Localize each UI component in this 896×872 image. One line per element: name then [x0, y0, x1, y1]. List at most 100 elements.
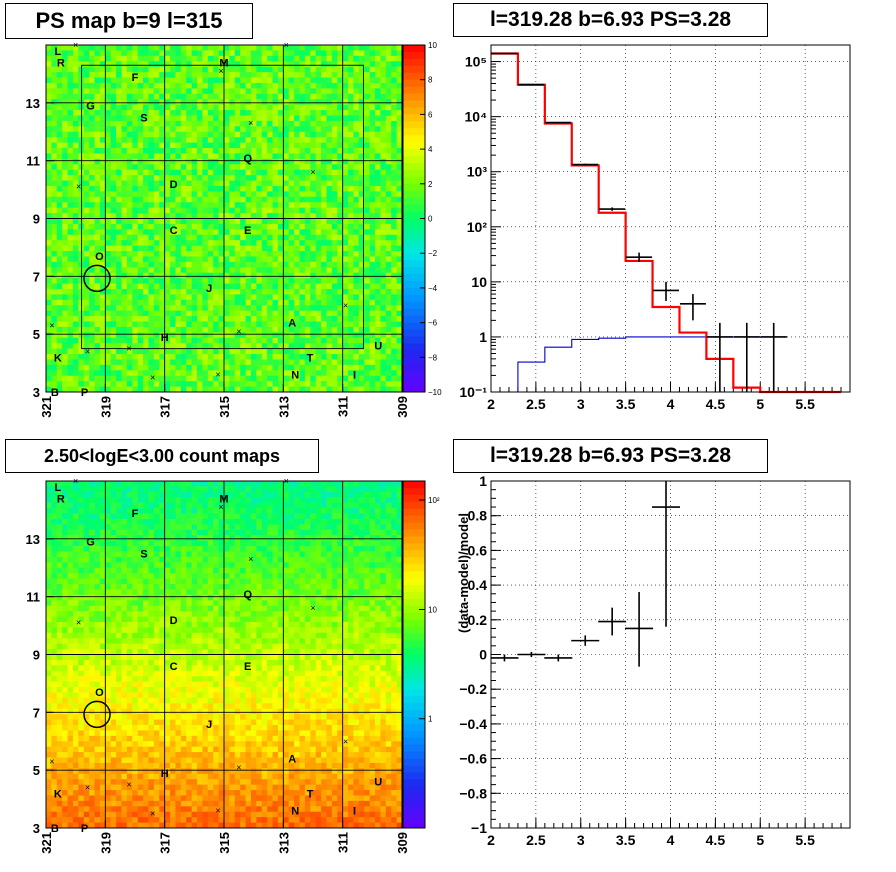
- psmap-pixel: [321, 45, 327, 51]
- psmap-pixel: [224, 126, 230, 133]
- psmap-pixel: [267, 202, 273, 209]
- psmap-pixel: [159, 104, 166, 111]
- psmap-pixel: [380, 55, 387, 62]
- psmap-pixel: [321, 72, 327, 78]
- psmap-pixel: [283, 202, 290, 209]
- psmap-pixel: [62, 343, 68, 350]
- psmap-pixel: [121, 88, 128, 95]
- psmap-pixel: [229, 310, 236, 317]
- psmap-pixel: [304, 104, 311, 111]
- psmap-pixel: [83, 348, 90, 355]
- psmap-pixel: [148, 375, 155, 382]
- psmap-pixel: [250, 82, 257, 89]
- psmap-pixel: [137, 104, 144, 111]
- psmap-pixel: [304, 148, 311, 154]
- countmap-pixel: [51, 659, 58, 666]
- psmap-pixel: [207, 326, 214, 333]
- psmap-pixel: [337, 153, 344, 160]
- psmap-pixel: [277, 82, 284, 89]
- psmap-pixel: [277, 213, 284, 219]
- psmap-pixel: [116, 142, 122, 149]
- psmap-source-marker: ×: [310, 167, 315, 177]
- psmap-pixel: [186, 326, 193, 333]
- psmap-pixel: [261, 115, 268, 122]
- psmap-pixel: [358, 88, 365, 95]
- psmap-pixel: [218, 229, 225, 236]
- psmap-pixel: [143, 93, 149, 100]
- countmap-pixel: [78, 724, 85, 731]
- psmap-pixel: [304, 50, 311, 57]
- psmap-pixel: [267, 66, 273, 73]
- countmap-pixel: [78, 741, 85, 748]
- psmap-pixel: [191, 164, 198, 171]
- psmap-pixel: [191, 261, 198, 268]
- psmap-pixel: [369, 283, 376, 290]
- psmap-pixel: [72, 45, 79, 51]
- countmap-pixel: [78, 817, 85, 823]
- psmap-pixel: [364, 386, 371, 393]
- psmap-pixel: [89, 72, 95, 78]
- psmap-pixel: [277, 321, 284, 328]
- psmap-pixel: [67, 82, 74, 89]
- psmap-pixel: [56, 223, 63, 230]
- psmap-pixel: [261, 299, 268, 306]
- psmap-pixel: [229, 137, 236, 143]
- psmap-pixel: [202, 370, 209, 377]
- psmap-pixel: [315, 283, 322, 290]
- psmap-pixel: [391, 354, 397, 360]
- countmap-pixel: [51, 800, 58, 807]
- psmap-pixel: [321, 283, 327, 290]
- psmap-pixel: [89, 272, 95, 279]
- psmap-pixel: [326, 61, 333, 68]
- countmap-pixel: [72, 746, 79, 753]
- psmap-pixel: [67, 61, 74, 68]
- psmap-pixel: [229, 66, 236, 73]
- psmap-pixel: [94, 202, 101, 209]
- psmap-pixel: [283, 131, 290, 138]
- psmap-pixel: [148, 77, 155, 84]
- psmap-pixel: [250, 272, 257, 279]
- psmap-pixel: [180, 61, 187, 68]
- psmap-pixel: [46, 218, 52, 225]
- countmap-pixel: [46, 491, 52, 498]
- psmap-pixel: [342, 326, 349, 333]
- countmap-pixel: [89, 654, 95, 661]
- psmap-pixel: [337, 158, 344, 165]
- psmap-pixel: [342, 99, 349, 106]
- psmap-pixel: [288, 381, 295, 387]
- psmap-pixel: [331, 251, 338, 257]
- psmap-pixel: [348, 332, 354, 339]
- psmap-pixel: [299, 326, 306, 333]
- psmap-pixel: [121, 294, 128, 301]
- psmap-pixel: [153, 321, 160, 328]
- psmap-pixel: [153, 261, 160, 268]
- psmap-pixel: [72, 72, 79, 78]
- psmap-pixel: [224, 82, 230, 89]
- psmap-pixel: [385, 337, 392, 344]
- psmap-pixel: [245, 370, 252, 377]
- psmap-pixel: [267, 72, 273, 78]
- psmap-pixel: [240, 218, 246, 225]
- psmap-pixel: [137, 218, 144, 225]
- psmap-pixel: [288, 88, 295, 95]
- countmap-pixel: [89, 578, 95, 585]
- psmap-pixel: [105, 354, 112, 360]
- countmap-pixel: [83, 670, 90, 677]
- psmap-pixel: [277, 61, 284, 68]
- psmap-pixel: [46, 153, 52, 160]
- psmap-pixel: [380, 137, 387, 143]
- psmap-pixel: [224, 180, 230, 187]
- psmap-pixel: [67, 104, 74, 111]
- psmap-pixel: [310, 343, 317, 350]
- psmap-pixel: [391, 261, 397, 268]
- psmap-pixel: [94, 218, 101, 225]
- psmap-pixel: [83, 110, 90, 116]
- psmap-pixel: [358, 213, 365, 219]
- psmap-pixel: [56, 251, 63, 257]
- psmap-pixel: [218, 283, 225, 290]
- psmap-pixel: [250, 337, 257, 344]
- psmap-pixel: [89, 191, 95, 198]
- psmap-pixel: [213, 261, 219, 268]
- psmap-pixel: [375, 234, 381, 241]
- countmap-pixel: [72, 497, 79, 504]
